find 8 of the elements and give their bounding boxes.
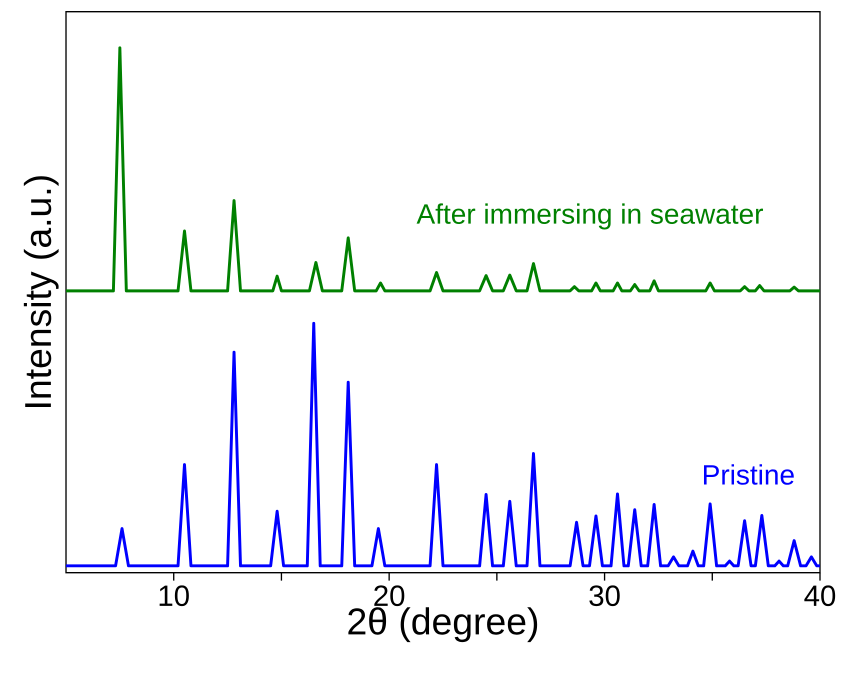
x-tick-label: 30 [589,586,620,606]
x-tick-label: 10 [160,586,189,606]
y-axis-title: Intensity (a.u.) [24,176,59,408]
series-label: After immersing in seawater [416,204,764,230]
x-tick-label: 40 [804,586,836,606]
series-label: Pristine [704,464,794,485]
x-axis-title: 2θ (degree) [348,607,538,642]
x-tick-label: 20 [374,586,404,606]
